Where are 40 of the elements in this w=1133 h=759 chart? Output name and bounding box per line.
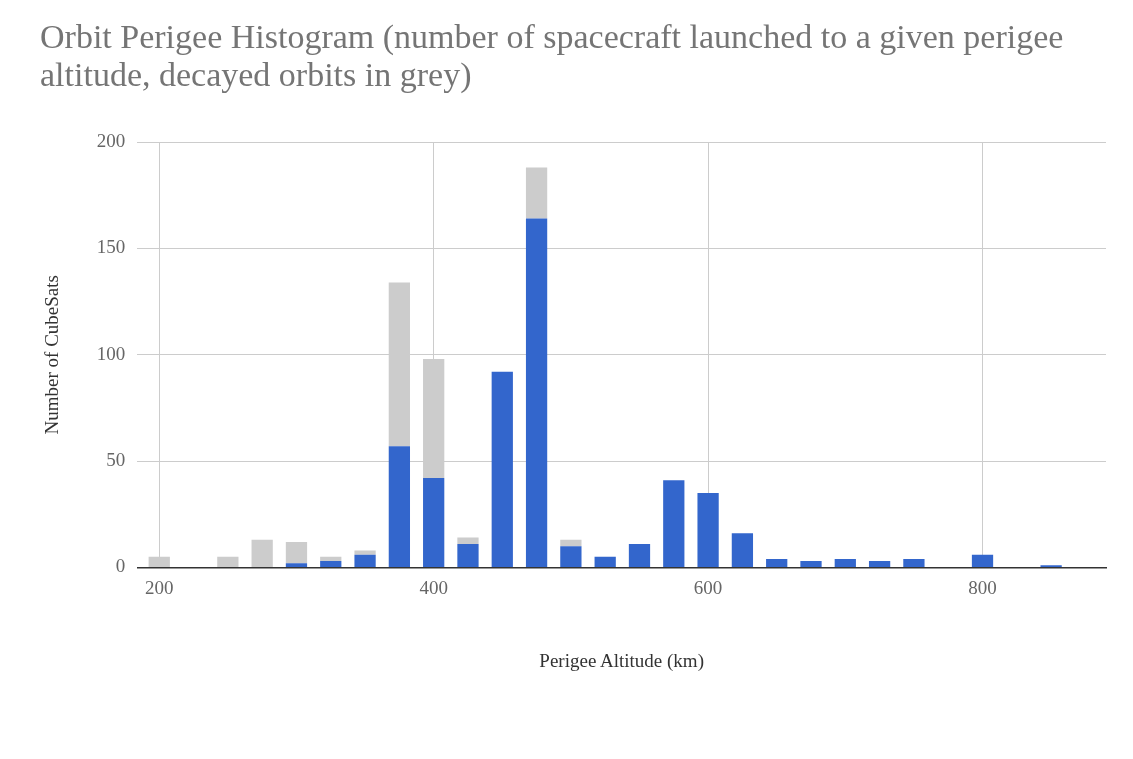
x-tick-label: 200: [145, 576, 174, 598]
bar: [320, 561, 342, 567]
y-tick-label: 0: [115, 555, 126, 577]
bar: [457, 544, 479, 567]
x-axis-title: Perigee Altitude (km): [539, 649, 704, 672]
bar: [388, 446, 410, 567]
bar: [834, 558, 856, 567]
x-tick-label: 400: [419, 576, 448, 598]
bar: [251, 539, 273, 567]
bar: [731, 533, 754, 567]
y-tick-label: 150: [96, 236, 126, 258]
bar: [423, 478, 445, 567]
bar: [491, 371, 513, 567]
bar: [594, 556, 616, 567]
bar: [285, 541, 308, 564]
y-tick-label: 200: [96, 129, 126, 151]
bar: [560, 539, 582, 547]
x-tick-label: 800: [968, 576, 997, 598]
bar: [868, 561, 891, 567]
y-tick-label: 100: [96, 342, 126, 364]
bar: [971, 554, 994, 567]
bar: [800, 561, 822, 567]
chart-title: Orbit Perigee Histogram (number of spacecraft launched to a given perigee altitude, decayed orbits in grey): [40, 18, 1065, 94]
bar: [628, 544, 651, 567]
bar: [697, 492, 719, 567]
bar: [903, 558, 925, 567]
bar: [217, 556, 239, 567]
bar: [560, 546, 582, 567]
bar: [354, 550, 376, 555]
bar: [663, 480, 685, 567]
bar: [525, 167, 548, 219]
bar: [457, 537, 479, 544]
x-tick-label: 600: [693, 576, 723, 598]
bar: [320, 556, 342, 562]
y-tick-label: 50: [106, 449, 126, 471]
bar: [525, 218, 548, 567]
bar: [285, 563, 308, 567]
bar: [354, 554, 376, 567]
bar: [766, 558, 788, 567]
y-axis-title: Number of CubeSats: [41, 275, 63, 435]
